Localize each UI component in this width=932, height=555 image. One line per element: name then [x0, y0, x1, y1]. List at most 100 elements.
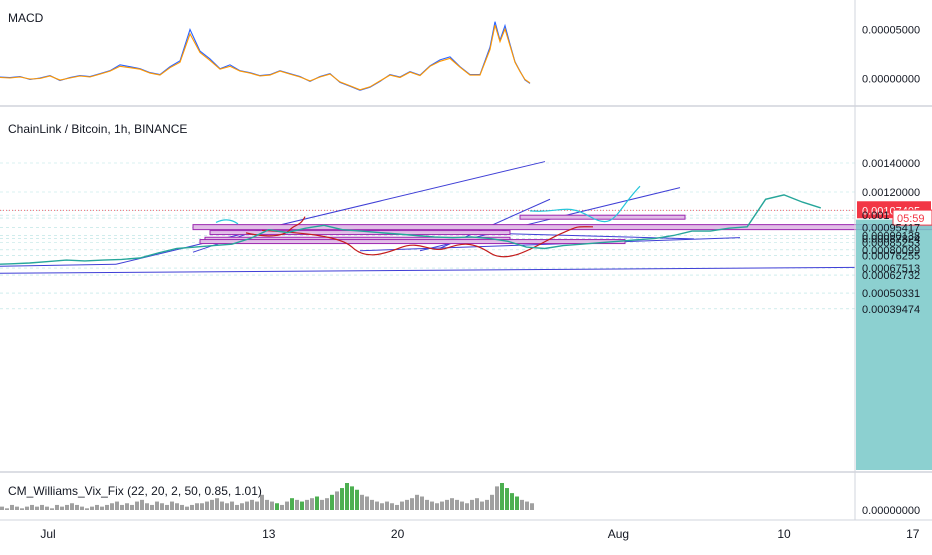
price-chart-title: ChainLink / Bitcoin, 1h, BINANCE	[8, 122, 188, 136]
vix-bar	[40, 504, 44, 510]
vix-bar	[325, 498, 329, 510]
vix-bar	[170, 501, 174, 510]
zone-rectangle[interactable]	[199, 239, 626, 245]
macd-title: MACD	[8, 11, 44, 25]
price-axis-highlight	[856, 219, 932, 470]
price-y-tick: 0.001	[862, 210, 890, 222]
vix-bar	[155, 501, 159, 510]
vix-bar	[455, 499, 459, 510]
price-y-tick: 0.00080099	[862, 245, 920, 257]
x-tick-label: 10	[777, 527, 791, 541]
vix-bar	[525, 501, 529, 510]
vix-bar	[305, 499, 309, 510]
vix-bar	[415, 494, 419, 510]
macd-y-tick: 0.00005000	[862, 25, 920, 37]
vix-bar	[475, 498, 479, 510]
vix-bar	[400, 501, 404, 510]
vix-bar	[330, 494, 334, 510]
vix-bar	[225, 503, 229, 510]
vix-bar	[245, 501, 249, 510]
vix-bar	[115, 501, 119, 510]
vix-bar	[485, 499, 489, 510]
vix-bar	[320, 499, 324, 510]
vix-bar	[75, 504, 79, 510]
vix-bar	[55, 504, 59, 510]
vix-bar	[265, 499, 269, 510]
vix-bar	[450, 498, 454, 510]
vix-bar	[515, 496, 519, 510]
vix-bar	[110, 503, 114, 510]
vix-bar	[215, 498, 219, 510]
vix-bar	[165, 504, 169, 510]
vix-bar	[250, 499, 254, 510]
vix-bar	[105, 504, 109, 510]
vix-bar	[355, 489, 359, 510]
zone-rectangle[interactable]	[519, 214, 686, 220]
vix-bar	[95, 504, 99, 510]
vix-y-tick: 0.00000000	[862, 505, 920, 517]
vix-bar	[85, 508, 89, 510]
vix-bar	[230, 501, 234, 510]
trend-line[interactable]	[0, 266, 856, 274]
vix-bar	[340, 488, 344, 510]
vix-bar	[350, 486, 354, 510]
vix-bar	[470, 499, 474, 510]
vix-bar	[270, 501, 274, 510]
projection-curve[interactable]	[529, 185, 641, 223]
price-y-tick: 0.00095417	[862, 223, 920, 235]
vix-bar	[285, 501, 289, 510]
vix-bar	[180, 504, 184, 510]
vix-bar	[290, 498, 294, 510]
vix-bar	[195, 503, 199, 510]
x-tick-label: Jul	[40, 527, 55, 541]
vix-bar	[420, 496, 424, 510]
vix-bar	[260, 494, 264, 510]
vix-bar	[120, 504, 124, 510]
vix-bar	[430, 501, 434, 510]
vix-bar	[370, 499, 374, 510]
projection-curve[interactable]	[261, 226, 594, 258]
projection-curve[interactable]	[215, 219, 239, 225]
vix-bar	[200, 503, 204, 510]
vix-bar	[275, 503, 279, 510]
vix-bar	[160, 503, 164, 510]
zone-rectangle[interactable]	[192, 224, 932, 231]
vix-bar	[490, 494, 494, 510]
vix-bar	[365, 496, 369, 510]
vix-bar	[10, 504, 14, 510]
vix-bar	[175, 503, 179, 510]
vix-bar	[80, 506, 84, 510]
vix-bar	[150, 504, 154, 510]
vix-bar	[510, 493, 514, 510]
vix-fix-title: CM_Williams_Vix_Fix (22, 20, 2, 50, 0.85…	[8, 484, 262, 498]
vix-bar	[5, 508, 9, 510]
vix-bar	[45, 506, 49, 510]
vix-bar	[50, 508, 54, 510]
vix-bar	[520, 499, 524, 510]
vix-bar	[465, 503, 469, 510]
trend-line[interactable]	[0, 263, 117, 267]
vix-bar	[360, 494, 364, 510]
vix-bar	[90, 506, 94, 510]
vix-bar	[500, 483, 504, 510]
projection-curve[interactable]	[245, 216, 306, 237]
vix-bar	[300, 501, 304, 510]
vix-bar	[0, 506, 4, 510]
vix-bar	[135, 501, 139, 510]
vix-bar	[185, 506, 189, 510]
vix-bar	[20, 508, 24, 510]
vix-bar	[190, 504, 194, 510]
vix-bar	[220, 501, 224, 510]
vix-bar	[130, 504, 134, 510]
vix-bar	[30, 504, 34, 510]
vix-bar	[210, 499, 214, 510]
vix-bar	[480, 501, 484, 510]
vix-bar	[335, 491, 339, 510]
vix-bar	[390, 503, 394, 510]
trend-line[interactable]	[359, 237, 741, 252]
vix-bar	[375, 501, 379, 510]
price-y-tick: 0.00062732	[862, 270, 920, 282]
countdown-label: 05:59	[897, 213, 925, 225]
